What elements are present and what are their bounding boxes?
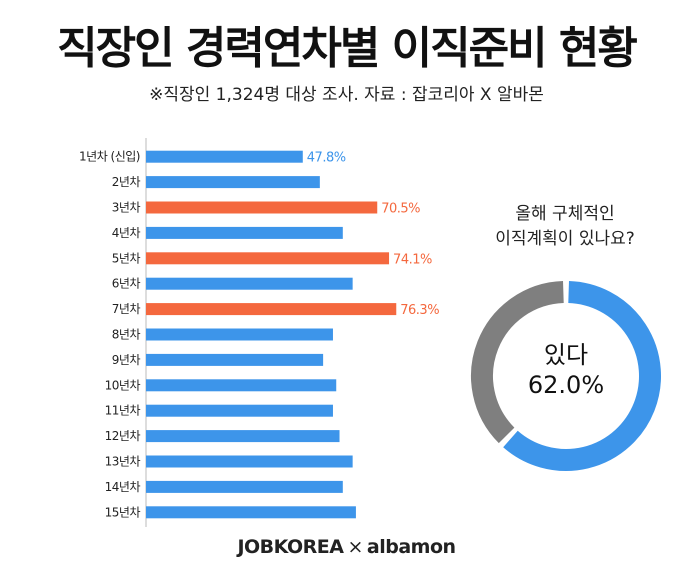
bar [146, 252, 390, 265]
bar [146, 277, 353, 290]
donut-slice [503, 281, 661, 471]
chart-title: 직장인 경력연차별 이직준비 현황 [57, 23, 638, 74]
question-line-2: 이직계획이 있나요? [495, 229, 635, 249]
footer-logo: JOBKOREA × albamon [0, 536, 693, 558]
donut-question: 올해 구체적인 이직계획이 있나요? [460, 202, 670, 252]
category-label: 12년차 [105, 429, 141, 443]
category-label: 14년차 [105, 480, 141, 494]
donut-center-text: 있다 62.0% [466, 340, 666, 400]
bar [146, 430, 340, 443]
logo-separator: × [347, 536, 363, 558]
bar [146, 150, 303, 163]
category-label: 3년차 [112, 201, 141, 215]
category-label: 10년차 [105, 378, 141, 392]
value-label: 76.3% [400, 303, 439, 318]
donut-center-label: 있다 [543, 341, 589, 369]
bar [146, 379, 337, 392]
bar [146, 353, 324, 366]
category-label: 15년차 [105, 505, 141, 519]
donut-slice [471, 281, 565, 444]
value-label: 70.5% [381, 202, 420, 217]
bar [146, 506, 356, 519]
bar-chart: 1년차 (신입) 47.8% 2년차 3년차 70.5% 4년차 5년차 74.1% 6년차 7년… [79, 138, 440, 527]
bar [146, 303, 397, 316]
value-label: 47.8% [307, 151, 346, 166]
bar [146, 455, 353, 468]
bar [146, 201, 378, 214]
category-label: 1년차 (신입) [79, 150, 140, 164]
bar [146, 226, 343, 239]
category-label: 4년차 [112, 226, 141, 240]
value-label: 74.1% [393, 252, 432, 267]
logo-jobkorea: JOBKOREA [237, 536, 344, 558]
bar [146, 176, 320, 189]
category-label: 8년차 [112, 328, 141, 342]
bar [146, 404, 333, 417]
bar [146, 328, 333, 341]
donut-chart [471, 281, 661, 471]
category-label: 11년차 [105, 404, 141, 418]
category-label: 2년차 [112, 175, 141, 189]
category-label: 9년차 [112, 353, 141, 367]
category-label: 7년차 [112, 302, 141, 316]
category-label: 6년차 [112, 277, 141, 291]
question-line-1: 올해 구체적인 [515, 204, 615, 224]
logo-albamon: albamon [366, 536, 456, 558]
category-label: 13년차 [105, 455, 141, 469]
bar [146, 480, 343, 493]
chart-subtitle: ※직장인 1,324명 대상 조사. 자료 : 잡코리아 X 알바몬 [149, 85, 544, 105]
category-label: 5년차 [112, 251, 141, 265]
donut-center-value: 62.0% [527, 371, 605, 399]
